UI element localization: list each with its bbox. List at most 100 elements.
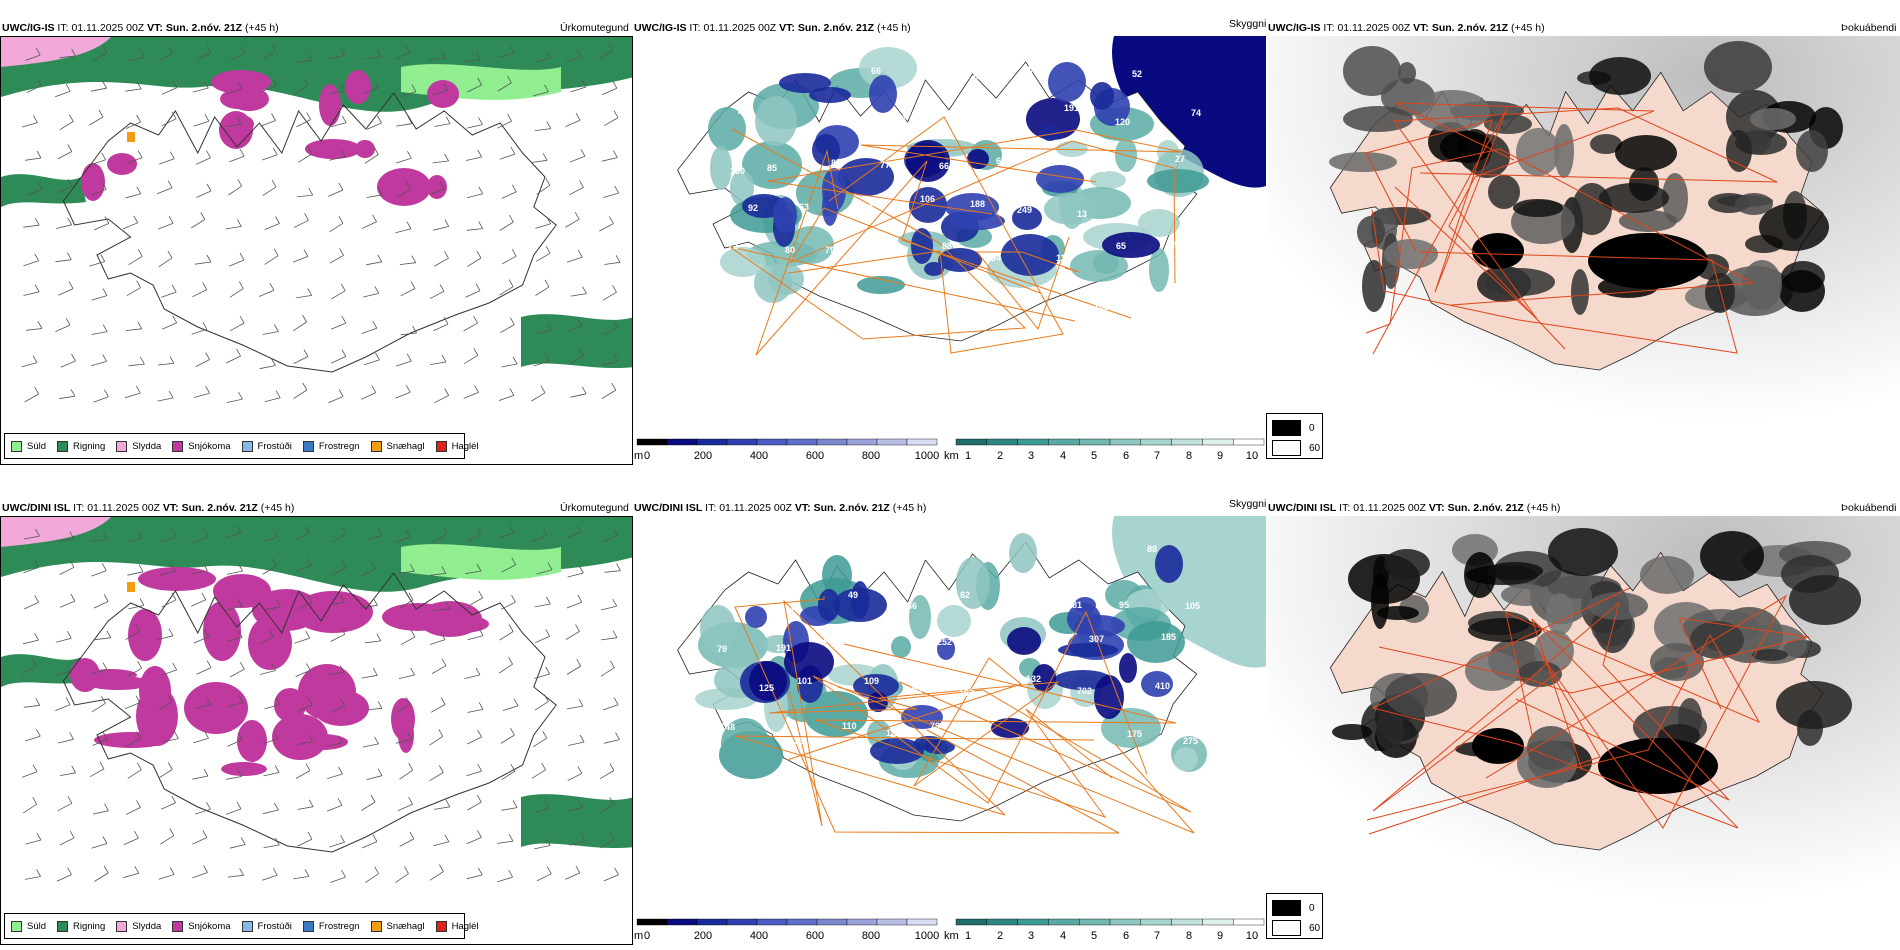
wind-barb <box>536 252 551 262</box>
wind-barb-flag <box>34 386 39 395</box>
it-value: 01.11.2025 00Z <box>87 502 160 514</box>
fog-map-panel[interactable] <box>1268 516 1900 944</box>
wind-barb-flag <box>371 385 377 393</box>
fog-legend-label: 0 <box>1309 902 1315 914</box>
wind-barb-flag <box>442 526 448 534</box>
snow-area <box>272 714 328 760</box>
wind-barb <box>500 324 515 333</box>
wind-barb <box>467 736 482 745</box>
wind-barb-flag <box>408 797 413 805</box>
wind-barb <box>566 601 582 609</box>
precip-map-panel[interactable]: Súld Rigning Slydda Snjókoma Frostúði Frostre… <box>0 516 633 945</box>
wind-barb <box>362 743 379 748</box>
low-ceiling-area <box>924 262 944 276</box>
wind-barb <box>55 259 72 263</box>
wind-barb <box>499 286 514 296</box>
ceiling-label: 74 <box>1191 108 1201 118</box>
ceiling-vis-map-panel[interactable]: 233 213 173 58 46 64 62 67 88 105 93 98 49 136 82 83 81 9… <box>634 516 1266 916</box>
wind-barb-flag <box>239 252 245 261</box>
legend-swatch <box>241 920 253 932</box>
wind-barb <box>196 190 212 198</box>
precip-map-panel[interactable]: Súld Rigning Slydda Snjókoma Frostúði Frostre… <box>0 36 633 465</box>
wind-barb <box>497 840 514 844</box>
wind-barb-flag <box>408 592 414 601</box>
snow-area <box>213 574 271 608</box>
wind-barb <box>55 324 71 332</box>
wind-barb <box>226 398 243 403</box>
wind-barb <box>57 738 74 744</box>
wind-barb-flag <box>511 557 517 565</box>
ceiling-label: 47 <box>804 122 814 132</box>
low-visibility-area <box>730 170 754 206</box>
ceiling-label: 307 <box>1089 634 1104 644</box>
wind-barb-flag <box>34 284 40 292</box>
wind-barb-flag <box>473 348 479 356</box>
ceiling-label: 175 <box>1127 729 1142 739</box>
wind-barb <box>195 359 210 368</box>
ceiling-label: 148 <box>720 722 735 732</box>
wind-barb <box>536 184 551 195</box>
wind-barb-flag <box>546 596 551 605</box>
vis-bar-segment <box>1202 438 1234 446</box>
vis-bar-segment <box>1171 438 1203 446</box>
wind-barb-flag <box>106 630 112 638</box>
fog-map-panel[interactable] <box>1268 36 1900 464</box>
wind-barb <box>329 54 345 59</box>
wind-barb <box>25 839 42 845</box>
low-ceiling-area <box>949 212 1005 230</box>
wind-barb <box>429 57 446 61</box>
wind-barb <box>295 670 311 677</box>
wind-barb-flag <box>268 629 274 637</box>
wind-barb-flag <box>169 356 175 364</box>
wind-barb-flag <box>508 525 514 533</box>
wind-barb-flag <box>377 528 383 536</box>
wind-barb-flag <box>545 629 551 637</box>
low-visibility-area <box>700 605 736 653</box>
wind-barb-flag <box>374 286 380 294</box>
legend-item: Frostúði <box>241 920 292 932</box>
wind-barb-flag <box>579 348 584 356</box>
rain-area <box>521 314 632 369</box>
wind-barb <box>230 52 245 61</box>
wind-barb <box>464 674 481 679</box>
wind-barb-flag <box>374 80 380 89</box>
wind-barb-flag <box>204 629 210 637</box>
wind-barb-flag <box>407 732 412 740</box>
wind-barb-flag <box>37 321 43 329</box>
wind-barb-flag <box>103 865 109 874</box>
wind-barb-flag <box>376 633 382 642</box>
wind-barb <box>531 159 548 163</box>
wind-barb-flag <box>377 701 383 709</box>
ceiling-tick: 1000 <box>915 450 939 462</box>
wind-barb <box>431 90 448 96</box>
ceiling-label: 82 <box>960 590 970 600</box>
wind-barb-flag <box>205 386 210 394</box>
fog-index-area <box>1554 124 1574 178</box>
snow-area <box>355 140 375 158</box>
road <box>1393 107 1778 320</box>
snow-area <box>427 80 459 108</box>
vis-bar-segment <box>1233 438 1265 446</box>
wind-barb <box>465 570 482 575</box>
wind-barb-flag <box>202 322 208 330</box>
wind-barb <box>431 665 447 674</box>
precip-header: UWC/IG-IS IT: 01.11.2025 00Z VT: Sun. 2.… <box>2 22 279 34</box>
ceiling-vis-map-panel[interactable]: 121 173 134 66 94 55 58 57 52 74 49 47 59 83 51 182 191 1… <box>634 36 1266 436</box>
wind-barb <box>158 222 174 230</box>
wind-barb <box>466 124 483 129</box>
ceiling-label: 113 <box>1056 253 1071 263</box>
wind-barb-flag <box>580 149 586 157</box>
ceiling-label: 65 <box>1116 241 1126 251</box>
wind-barb-flag <box>104 389 109 397</box>
vis-title: Skyggni <box>1229 18 1267 30</box>
wind-barb-flag <box>67 217 73 225</box>
road <box>1378 617 1810 710</box>
legend-item: Frostregn <box>302 920 360 932</box>
wind-barb <box>128 255 143 266</box>
wind-barb-flag <box>507 75 512 83</box>
wind-barb <box>326 804 343 812</box>
wind-barb-flag <box>576 658 582 667</box>
ceiling-bar-segment <box>786 438 818 446</box>
low-ceiling-area <box>1041 125 1059 141</box>
wind-barb <box>295 770 311 779</box>
